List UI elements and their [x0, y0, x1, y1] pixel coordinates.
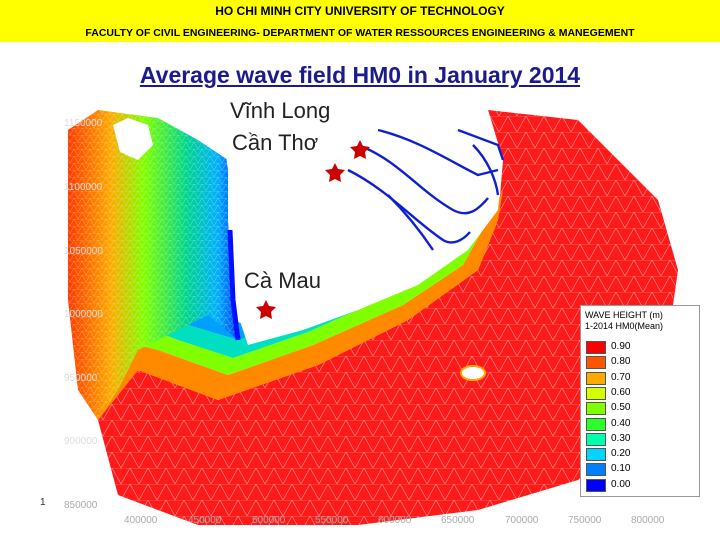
- legend-value: 0.40: [611, 417, 631, 429]
- x-tick: 450000: [188, 515, 222, 526]
- legend-swatch: [586, 463, 606, 477]
- legend-title: WAVE HEIGHT (m) 1-2014 HM0(Mean): [585, 310, 663, 332]
- city-markers: [256, 140, 370, 319]
- header-bar: HO CHI MINH CITY UNIVERSITY OF TECHNOLOG…: [0, 0, 720, 42]
- marker-ca-mau: [256, 300, 276, 319]
- legend-item: 0.30: [586, 432, 696, 447]
- y-tick: 850000: [64, 500, 98, 511]
- wave-height-legend: WAVE HEIGHT (m) 1-2014 HM0(Mean) 0.90 0.8…: [580, 305, 700, 497]
- label-can-tho: Cần Thơ: [232, 130, 319, 155]
- x-tick: 550000: [315, 515, 349, 526]
- y-tick: 1050000: [64, 246, 103, 257]
- x-tick: 650000: [441, 515, 475, 526]
- legend-value: 0.90: [611, 341, 631, 352]
- marker-vinh-long: [350, 140, 370, 159]
- x-tick: 700000: [505, 515, 539, 526]
- slide-title: Average wave field HM0 in January 2014: [139, 62, 581, 88]
- y-tick: 1100000: [64, 182, 103, 193]
- legend-item: 0.60: [586, 386, 696, 401]
- legend-value: 0.00: [611, 478, 631, 490]
- legend-item: 0.10: [586, 462, 696, 477]
- y-tick: 1150000: [64, 118, 103, 129]
- legend-item: 0.70: [586, 371, 696, 386]
- university-name: HO CHI MINH CITY UNIVERSITY OF TECHNOLOG…: [215, 4, 505, 18]
- legend-swatch: [586, 371, 606, 385]
- legend-swatch: [586, 432, 606, 446]
- legend-swatch: [586, 448, 606, 462]
- legend-swatch: [586, 417, 606, 431]
- faculty-name: FACULTY OF CIVIL ENGINEERING- DEPARTMENT…: [85, 27, 635, 39]
- legend-value: 0.50: [611, 402, 631, 414]
- legend-value: 0.10: [611, 463, 631, 475]
- legend-item: 0.40: [586, 417, 696, 432]
- legend-swatch: [586, 386, 606, 400]
- legend-value: 0.20: [611, 448, 631, 460]
- legend-item: 0.50: [586, 401, 696, 416]
- legend-item: 0.80: [586, 355, 696, 370]
- label-vinh-long: Vĩnh Long: [230, 98, 331, 123]
- river-channels: [347, 128, 505, 251]
- legend-title-line1: WAVE HEIGHT (m): [585, 310, 663, 320]
- legend-item: 0.90: [586, 340, 696, 355]
- legend-item: 0.20: [586, 447, 696, 462]
- x-tick: 800000: [631, 515, 665, 526]
- y-tick: 1000000: [64, 309, 103, 320]
- legend-value: 0.30: [611, 432, 631, 444]
- legend-swatch: [586, 356, 606, 370]
- slide-number: 1: [40, 497, 46, 508]
- y-tick: 900000: [64, 436, 98, 447]
- island: [113, 118, 153, 160]
- marker-can-tho: [325, 163, 345, 182]
- x-tick: 400000: [124, 515, 158, 526]
- legend-value: 0.70: [611, 371, 631, 383]
- x-tick: 500000: [252, 515, 286, 526]
- legend-swatch: [586, 402, 606, 416]
- legend-swatch: [586, 478, 606, 492]
- x-tick: 600000: [378, 515, 412, 526]
- coastal-gradient-band: [98, 190, 503, 420]
- legend-title-line2: 1-2014 HM0(Mean): [585, 321, 664, 331]
- y-tick: 950000: [64, 373, 98, 384]
- coastline-deep-blue: [227, 229, 241, 341]
- legend-item: 0.00: [586, 478, 696, 493]
- legend-value: 0.60: [611, 386, 631, 398]
- x-tick: 750000: [568, 515, 602, 526]
- offshore-island: [460, 365, 486, 381]
- land-mekong-delta: [223, 100, 503, 345]
- legend-swatch: [586, 341, 606, 354]
- legend-value: 0.80: [611, 356, 631, 368]
- label-ca-mau: Cà Mau: [244, 268, 322, 293]
- wave-field-map: [68, 100, 678, 525]
